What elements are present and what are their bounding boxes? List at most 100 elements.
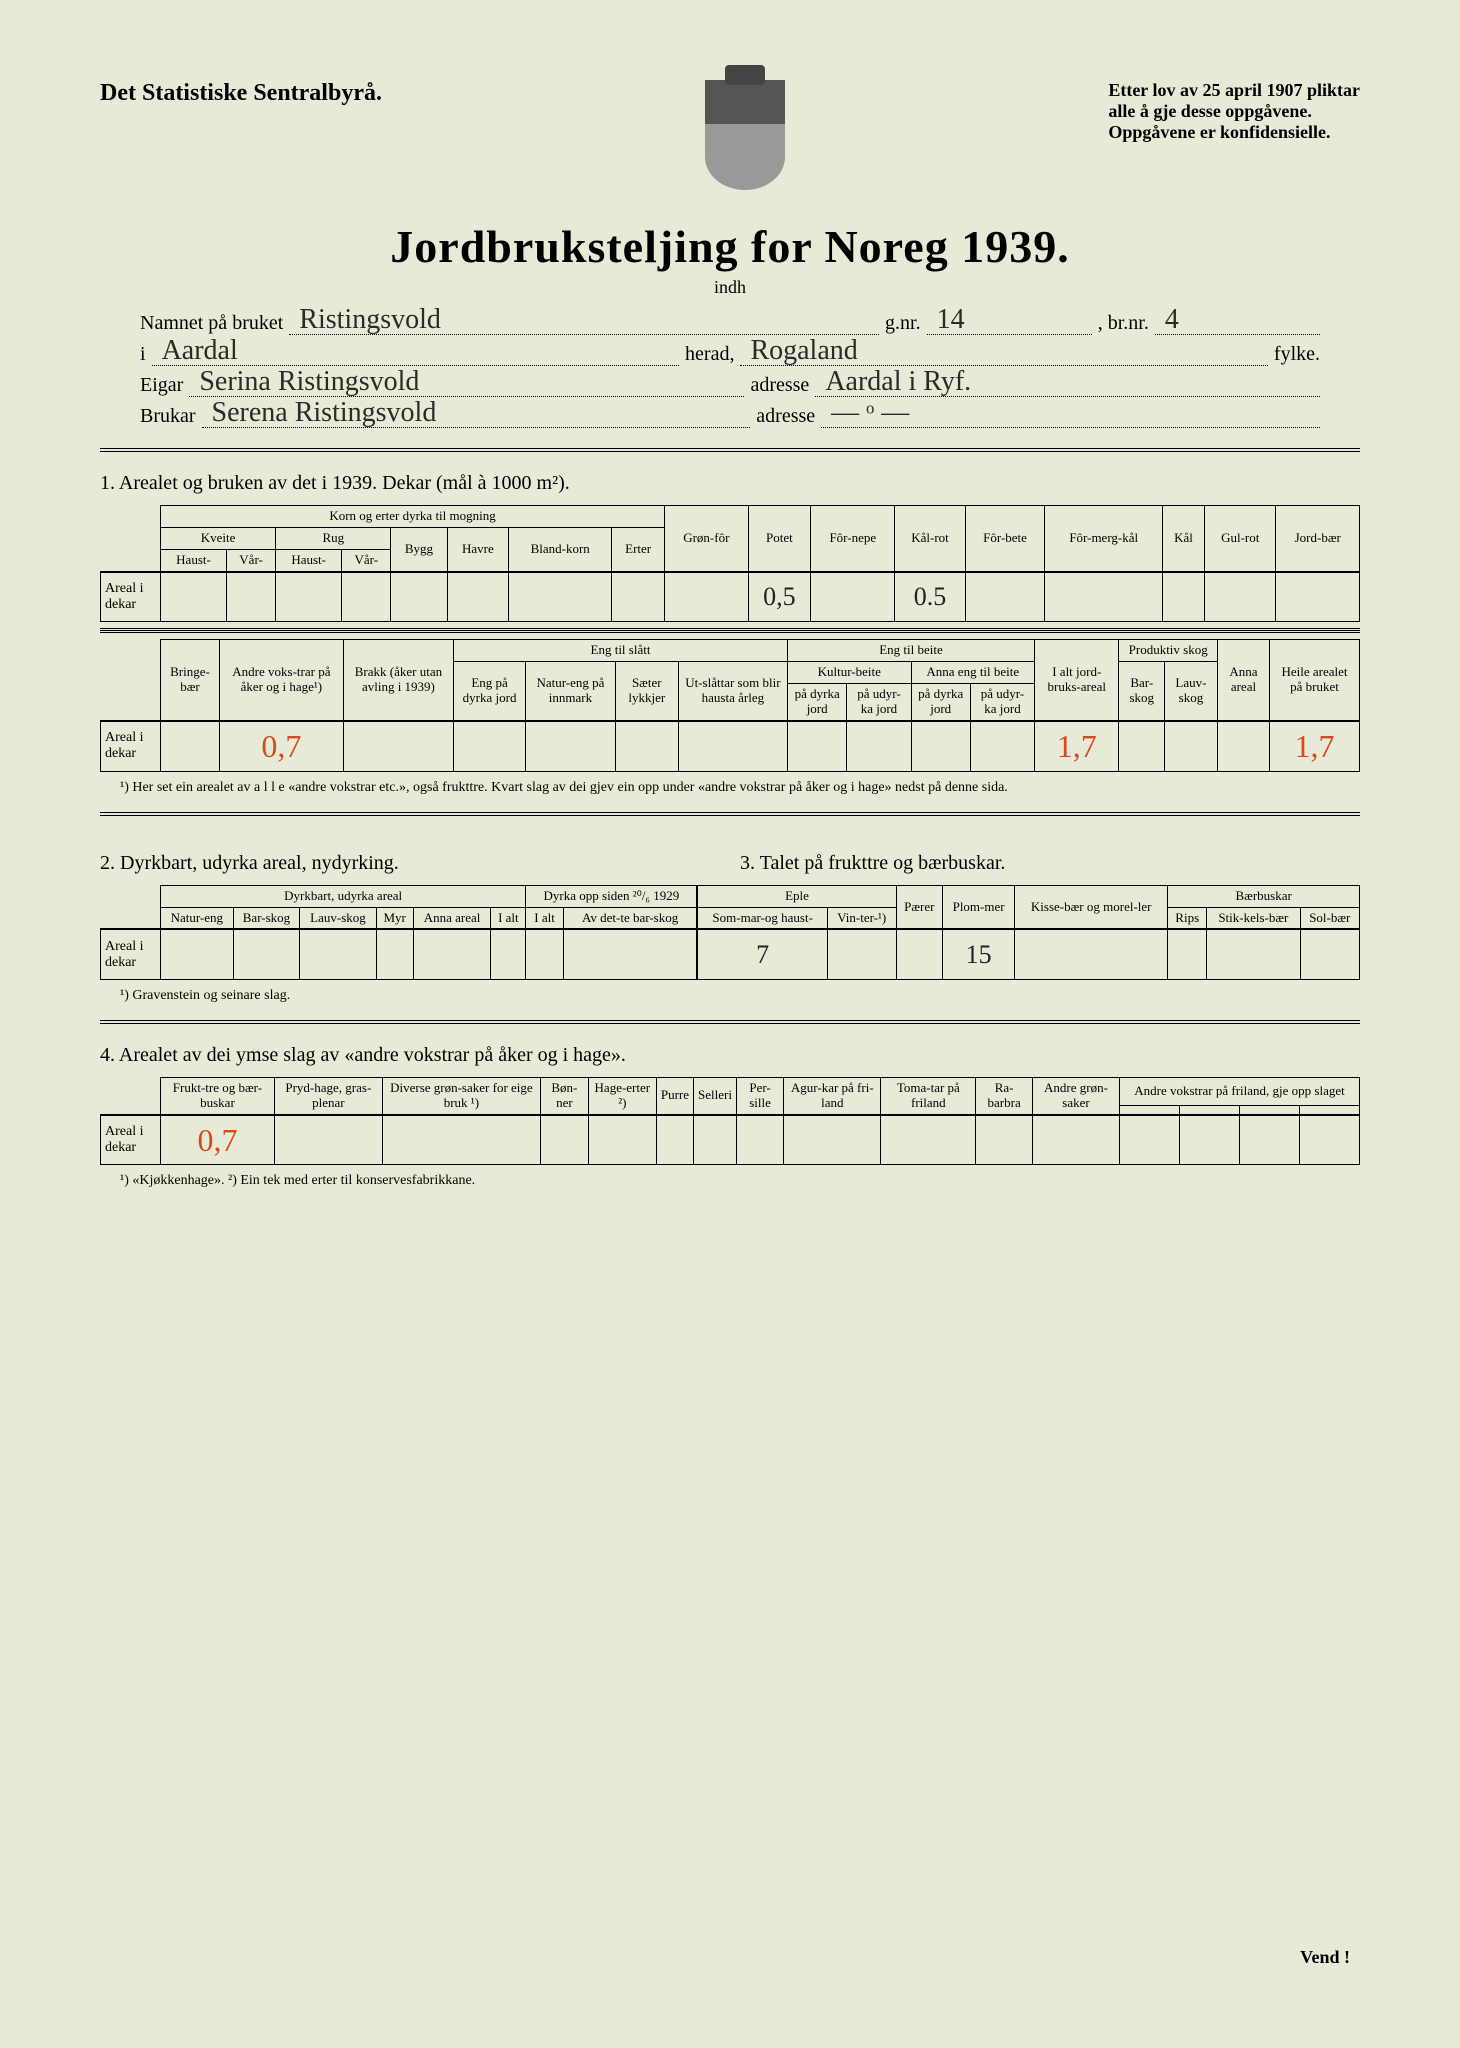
h-bygg: Bygg	[391, 527, 447, 571]
h-rug: Rug	[276, 527, 391, 549]
h-avdet: Av det-te bar-skog	[563, 907, 697, 929]
rule-1	[100, 448, 1360, 452]
vend-label: Vend !	[1300, 1947, 1350, 1968]
label-brnr: , br.nr.	[1098, 312, 1149, 335]
h-anna-areal: Anna areal	[1217, 640, 1269, 721]
v-andre-vok: 0,7	[219, 721, 343, 771]
h-formergkal: Fôr-merg-kål	[1045, 506, 1163, 572]
rule-3	[100, 1020, 1360, 1024]
page-header: Det Statistiske Sentralbyrå. Etter lov a…	[100, 80, 1360, 190]
h-forbete: Fôr-bete	[965, 506, 1045, 572]
h-hageerter: Hage-erter ²)	[588, 1077, 656, 1114]
h-frukttre: Frukt-tre og bær-buskar	[161, 1077, 275, 1114]
h-ialt3: I alt	[526, 907, 563, 929]
h-baerbuskar: Bærbuskar	[1168, 885, 1360, 907]
h-agurkar: Agur-kar på fri-land	[784, 1077, 881, 1114]
label-i: i	[140, 343, 146, 366]
h-lauvskog2: Lauv-skog	[300, 907, 376, 929]
h-natureng-inn: Natur-eng på innmark	[526, 662, 616, 721]
label-namnet: Namnet på bruket	[140, 312, 283, 335]
h-ae-udyrka: på udyr-ka jord	[970, 684, 1034, 721]
v-potet: 0,5	[748, 572, 811, 622]
h-vinter: Vin-ter-¹)	[827, 907, 896, 929]
h-dyrkbart: Dyrkbart, udyrka areal	[161, 885, 526, 907]
value-brukar-adresse: — ᵒ —	[831, 397, 909, 429]
h-eple: Eple	[697, 885, 896, 907]
table-2-3: Dyrkbart, udyrka areal Dyrka opp siden ²…	[100, 885, 1360, 980]
h-andrefriland: Andre vokstrar på friland, gje opp slage…	[1120, 1077, 1360, 1105]
h-kulturbeite: Kultur-beite	[787, 662, 911, 684]
h-jordbaer: Jord-bær	[1276, 506, 1360, 572]
label-herad: herad,	[685, 343, 734, 366]
h-erter: Erter	[612, 527, 665, 571]
label-adresse-1: adresse	[750, 374, 809, 397]
h-rug-haust: Haust-	[276, 549, 342, 571]
h-bonner: Bøn-ner	[540, 1077, 588, 1114]
h-eng-dyrka: Eng på dyrka jord	[454, 662, 526, 721]
h-kb-udyrka: på udyr-ka jord	[847, 684, 911, 721]
h-persille: Per-sille	[736, 1077, 783, 1114]
h-anna-engbeite: Anna eng til beite	[911, 662, 1035, 684]
value-gnr: 14	[937, 304, 965, 336]
h-heile: Heile arealet på bruket	[1270, 640, 1360, 721]
row-label-4: Areal i dekar	[101, 1115, 161, 1165]
coat-of-arms-icon	[705, 80, 785, 190]
h-saeter: Sæter lykkjer	[615, 662, 678, 721]
h-andre-vokstrar: Andre voks-trar på åker og i hage¹)	[219, 640, 343, 721]
v-ialt: 1,7	[1035, 721, 1119, 771]
value-brnr: 4	[1165, 304, 1179, 336]
h-kveite: Kveite	[161, 527, 276, 549]
label-brukar: Brukar	[140, 405, 196, 428]
rule-1a	[100, 628, 1360, 633]
h-brakk: Brakk (åker utan avling i 1939)	[343, 640, 453, 721]
row-label-1b: Areal i dekar	[101, 721, 161, 771]
h-tomatar: Toma-tar på friland	[881, 1077, 976, 1114]
h-blandkorn: Bland-korn	[509, 527, 612, 571]
h-barskog2: Bar-skog	[233, 907, 300, 929]
h-myr: Myr	[376, 907, 413, 929]
h-anna2: Anna areal	[413, 907, 491, 929]
identity-form: Namnet på bruket Ristingsvold g.nr. 14 ,…	[140, 312, 1320, 428]
h-kv-haust: Haust-	[161, 549, 227, 571]
value-eigar: Serina Ristingsvold	[199, 366, 419, 398]
row-label-23: Areal i dekar	[101, 929, 161, 979]
h-lauvskog: Lauv-skog	[1165, 662, 1218, 721]
h-gulrot: Gul-rot	[1205, 506, 1276, 572]
h-rabarbra: Ra-barbra	[976, 1077, 1033, 1114]
h-gronfor: Grøn-fôr	[665, 506, 748, 572]
h-bringe: Bringe-bær	[161, 640, 220, 721]
h-stikkels: Stik-kels-bær	[1207, 907, 1300, 929]
h-prodskog: Produktiv skog	[1119, 640, 1217, 662]
h-kisse: Kisse-bær og morel-ler	[1015, 885, 1168, 929]
section-2-title: 2. Dyrkbart, udyrka areal, nydyrking.	[100, 852, 720, 875]
value-brukar: Serena Ristingsvold	[212, 397, 437, 429]
label-adresse-2: adresse	[756, 405, 815, 428]
label-eigar: Eigar	[140, 374, 183, 397]
value-i: Aardal	[162, 335, 238, 367]
h-kalrot: Kål-rot	[895, 506, 965, 572]
v-heile: 1,7	[1270, 721, 1360, 771]
h-purre: Purre	[656, 1077, 693, 1114]
main-title: Jordbruksteljing for Noreg 1939.	[100, 220, 1360, 273]
h-korn: Korn og erter dyrka til mogning	[161, 506, 665, 528]
law-line-3: Oppgåvene er konfidensielle.	[1108, 122, 1360, 143]
rule-2	[100, 812, 1360, 816]
law-line-1: Etter lov av 25 april 1907 pliktar	[1108, 80, 1360, 101]
h-rips: Rips	[1168, 907, 1207, 929]
label-gnr: g.nr.	[885, 312, 921, 335]
value-eigar-adresse: Aardal i Ryf.	[825, 366, 971, 398]
h-dyrkaopp: Dyrka opp siden ²⁰/₆ 1929	[526, 885, 698, 907]
label-fylke: fylke.	[1274, 343, 1320, 366]
h-engslatt: Eng til slått	[454, 640, 788, 662]
section-3-title: 3. Talet på frukttre og bærbuskar.	[740, 852, 1360, 875]
footnote-2: ¹) Gravenstein og seinare slag.	[120, 988, 1360, 1004]
table-1a: Korn og erter dyrka til mogning Grøn-fôr…	[100, 505, 1360, 622]
law-line-2: alle å gje desse oppgåvene.	[1108, 101, 1360, 122]
h-diverse: Diverse grøn-saker for eige bruk ¹)	[382, 1077, 540, 1114]
h-utslattar: Ut-slåttar som blir hausta årleg	[678, 662, 787, 721]
h-ialt-jord: I alt jord-bruks-areal	[1035, 640, 1119, 721]
h-selleri: Selleri	[694, 1077, 737, 1114]
h-kv-var: Vår-	[226, 549, 275, 571]
row-label-1a: Areal i dekar	[101, 572, 161, 622]
h-ae-dyrka: på dyrka jord	[911, 684, 970, 721]
